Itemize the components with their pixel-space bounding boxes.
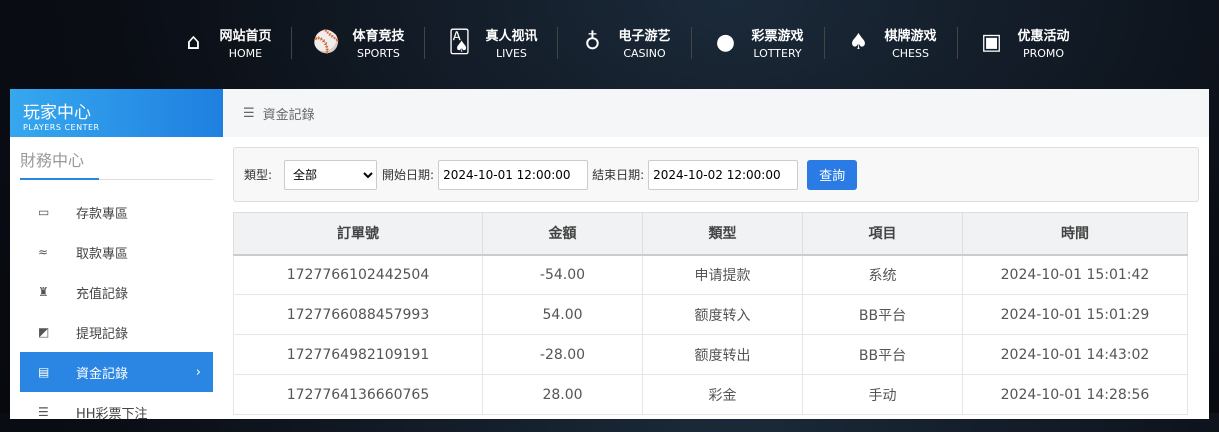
cards-icon: 🂡: [448, 30, 471, 55]
table-cell: 额度转入: [642, 294, 803, 335]
nav-lottery[interactable]: ● 彩票游戏 LOTTERY: [692, 26, 825, 60]
nav-label: 电子游艺: [618, 29, 671, 44]
hand-money-icon: ≈: [38, 245, 49, 259]
table-cell: BB平台: [802, 334, 963, 375]
breadcrumb: ☰ 資金記錄: [223, 89, 1209, 137]
table-cell: 2024-10-01 15:01:29: [962, 294, 1188, 335]
sidebar: 玩家中心 PLAYERS CENTER 財務中心 ▭ 存款專區 ≈ 取款專區 ♜ 充值記…: [10, 89, 223, 422]
table-cell: 2024-10-01 15:01:42: [962, 254, 1188, 295]
column-header: 時間: [962, 212, 1188, 256]
menu-icon: ☰: [243, 105, 255, 121]
nav-casino[interactable]: ♁ 电子游艺 CASINO: [558, 26, 692, 60]
table-cell: 54.00: [482, 294, 643, 335]
nav-promo[interactable]: ▣ 优惠活动 PROMO: [958, 27, 1090, 60]
section-tab-finance[interactable]: 財務中心: [20, 147, 213, 180]
ball-icon: ⚾: [312, 30, 341, 55]
nav-sublabel: CASINO: [623, 47, 666, 60]
column-header: 項目: [802, 212, 963, 256]
sidebar-item-label: 取款專區: [76, 246, 129, 262]
sidebar-item-withdraw[interactable]: ≈ 取款專區: [20, 232, 213, 272]
table-cell: 申请提款: [642, 254, 803, 295]
nav-lives[interactable]: 🂡 真人视讯 LIVES: [425, 26, 559, 60]
sidebar-item-label: 提現記錄: [76, 326, 129, 342]
funds-icon: ▤: [38, 365, 50, 379]
table-row: 1727766088457993 54.00 额度转入 BB平台 2024-10-01 …: [233, 294, 1188, 335]
table-cell: 1727764136660765: [233, 374, 483, 415]
start-date-input[interactable]: [438, 159, 589, 190]
nav-sublabel: CHESS: [892, 47, 929, 60]
top-navigation: ⌂ 网站首页 HOME ⚾ 体育竞技 SPORTS 🂡 真人视讯 LIVES ♁ 电子游艺 CA…: [0, 0, 1219, 85]
nav-sublabel: LIVES: [496, 47, 527, 60]
table-cell: 彩金: [642, 374, 803, 415]
search-button[interactable]: 查詢: [807, 159, 858, 190]
table-cell: 1727764982109191: [233, 334, 483, 375]
start-date-label: 開始日期:: [382, 168, 435, 182]
table-cell: 2024-10-01 14:43:02: [962, 334, 1188, 375]
end-date-input[interactable]: [648, 159, 799, 190]
filter-bar: 類型: 全部 開始日期: 結束日期: 查詢: [233, 147, 1199, 202]
gift-icon: ▣: [981, 30, 1002, 55]
table-row: 1727764982109191 -28.00 额度转出 BB平台 2024-10-01…: [233, 334, 1188, 375]
nav-sublabel: SPORTS: [357, 47, 400, 60]
column-header: 金額: [482, 212, 643, 256]
table-cell: 额度转出: [642, 334, 803, 375]
sidebar-item-label: 資金記錄: [76, 366, 129, 382]
home-icon: ⌂: [186, 30, 201, 55]
sidebar-item-recharge-records[interactable]: ♜ 充值記錄: [20, 272, 213, 312]
type-select[interactable]: 全部: [284, 159, 378, 190]
nav-sublabel: HOME: [228, 47, 263, 60]
wallet-icon: ◩: [38, 325, 50, 339]
nav-label: 优惠活动: [1017, 29, 1070, 44]
nav-label: 真人视讯: [485, 29, 538, 44]
table-cell: -54.00: [482, 254, 643, 295]
nav-label: 体育竞技: [352, 29, 405, 44]
table-cell: 1727766088457993: [233, 294, 483, 335]
table-row: 1727766102442504 -54.00 申请提款 系统 2024-10-01 1…: [233, 254, 1188, 295]
table-cell: -28.00: [482, 334, 643, 375]
nav-label: 网站首页: [219, 29, 272, 44]
card-icon: ▭: [38, 205, 50, 219]
end-date-label: 結束日期:: [592, 168, 645, 182]
lottery-balls-icon: ●: [715, 30, 736, 55]
table-cell: 1727766102442504: [233, 254, 483, 295]
nav-sublabel: LOTTERY: [753, 47, 802, 60]
sidebar-item-label: HH彩票下注: [76, 406, 148, 422]
nav-sublabel: PROMO: [1022, 47, 1065, 60]
list-icon: ☰: [38, 405, 49, 419]
money-bag-icon: ♜: [38, 285, 49, 299]
table-cell: BB平台: [802, 294, 963, 335]
table-cell: 28.00: [482, 374, 643, 415]
table-cell: 系统: [802, 254, 963, 295]
sidebar-title: 玩家中心: [23, 103, 91, 123]
sidebar-item-withdraw-records[interactable]: ◩ 提現記錄: [20, 312, 213, 352]
column-header: 類型: [642, 212, 803, 256]
main-panel: ☰ 資金記錄 類型: 全部 開始日期: 結束日期: 查詢 訂單號 金額 類型 項目…: [223, 89, 1209, 419]
sidebar-item-fund-records[interactable]: ▤ 資金記錄 ›: [20, 352, 213, 392]
table-cell: 2024-10-01 14:28:56: [962, 374, 1188, 415]
fund-records-table: 訂單號 金額 類型 項目 時間 1727766102442504 -54.00 申请…: [233, 212, 1188, 415]
nav-sports[interactable]: ⚾ 体育竞技 SPORTS: [292, 26, 426, 60]
sidebar-item-label: 存款專區: [76, 206, 129, 222]
spade-icon: ♠: [848, 30, 869, 55]
joystick-icon: ♁: [584, 30, 601, 55]
sidebar-item-deposit[interactable]: ▭ 存款專區: [20, 192, 213, 232]
breadcrumb-label: 資金記錄: [262, 107, 315, 123]
column-header: 訂單號: [233, 212, 483, 256]
sidebar-subtitle: PLAYERS CENTER: [23, 123, 100, 132]
sidebar-item-hh-lottery-bets[interactable]: ☰ HH彩票下注: [20, 392, 213, 432]
table-cell: 手动: [802, 374, 963, 415]
chevron-right-icon: ›: [195, 364, 201, 380]
players-center-banner: 玩家中心 PLAYERS CENTER: [10, 89, 223, 137]
nav-label: 彩票游戏: [751, 29, 804, 44]
table-row: 1727764136660765 28.00 彩金 手动 2024-10-01 14:2…: [233, 374, 1188, 415]
nav-label: 棋牌游戏: [884, 29, 937, 44]
type-label: 類型:: [244, 168, 273, 182]
nav-home[interactable]: ⌂ 网站首页 HOME: [159, 26, 293, 60]
sidebar-item-label: 充值記錄: [76, 286, 129, 302]
nav-chess[interactable]: ♠ 棋牌游戏 CHESS: [825, 26, 958, 60]
